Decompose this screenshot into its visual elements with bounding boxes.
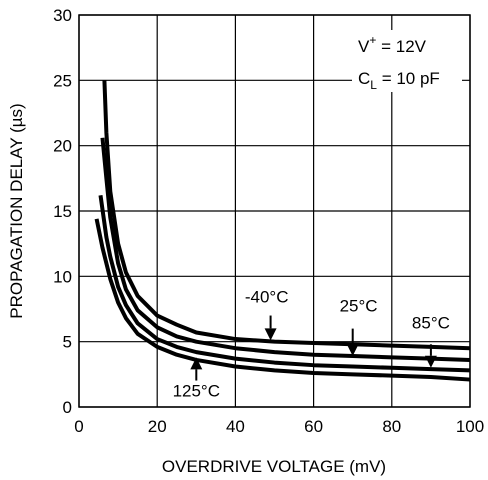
x-tick-label: 60 (304, 417, 323, 436)
series-layer (94, 80, 471, 382)
series-line-25c (100, 137, 471, 362)
arrow-head (190, 357, 203, 370)
x-tick-labels: 0 20 40 60 80 100 (74, 417, 484, 436)
annotation-label-bg (407, 312, 454, 334)
y-tick-label: 20 (53, 137, 72, 156)
y-tick-label: 10 (53, 267, 72, 286)
x-tick-label: 100 (456, 417, 484, 436)
y-axis-title: PROPAGATION DELAY (µs) (7, 103, 26, 318)
arrow-head (264, 328, 277, 341)
annotation-label-bg (168, 380, 225, 402)
y-tick-labels: 0 5 10 15 20 25 30 (53, 6, 72, 417)
y-tick-label: 30 (53, 6, 72, 25)
x-tick-label: 40 (226, 417, 245, 436)
annotation-label-bg (335, 295, 382, 317)
annotation-label: 85°C (412, 314, 450, 333)
annotation: 25°C (335, 295, 382, 357)
load-capacitance-label: CL = 10 pF (358, 69, 440, 92)
annotation: 125°C (168, 357, 225, 402)
series-line-85c (98, 195, 471, 373)
annotation-label-bg (238, 286, 295, 308)
y-tick-label: 0 (63, 398, 72, 417)
x-tick-label: 80 (382, 417, 401, 436)
annotation: 85°C (407, 312, 454, 368)
y-tick-label: 15 (53, 202, 72, 221)
supply-voltage-label: V+ = 12V (358, 33, 427, 56)
conditions-box: V+ = 12V CL = 10 pF (352, 30, 462, 92)
y-tick-label: 25 (53, 71, 72, 90)
annotation: -40°C (238, 286, 295, 341)
series-line-40c (102, 80, 471, 351)
x-tick-label: 0 (74, 417, 83, 436)
annotation-label: 25°C (340, 297, 378, 316)
x-tick-label: 20 (148, 417, 167, 436)
y-tick-label: 5 (63, 333, 72, 352)
conditions-background (352, 30, 462, 92)
arrow-head (424, 355, 437, 368)
annotation-layer: -40°C 25°C 85°C 125°C (168, 286, 454, 402)
arrow-head (346, 344, 359, 357)
x-axis-title: OVERDRIVE VOLTAGE (mV) (162, 457, 386, 476)
plot-frame (78, 14, 471, 408)
annotation-label: -40°C (245, 287, 289, 306)
series-line-125c (94, 218, 471, 382)
annotation-label: 125°C (173, 382, 220, 401)
